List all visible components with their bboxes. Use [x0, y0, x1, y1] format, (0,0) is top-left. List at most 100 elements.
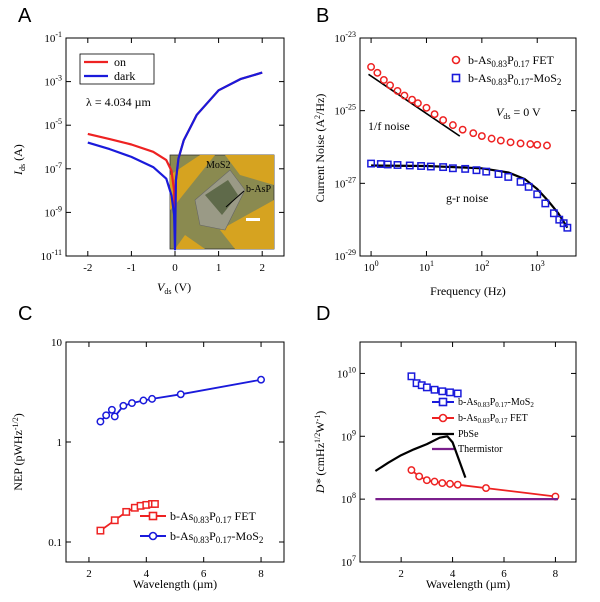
- chart-c: 2 4 6 8 0.1 1 10 Wavelength (µm) NEP (pWHz-1/…: [11, 337, 285, 591]
- fet-noise-point: [422, 103, 431, 112]
- fet-noise-point: [408, 95, 417, 104]
- legend-d-heterojunction-marker: [438, 397, 448, 407]
- heterojunction-nep-point: [110, 412, 119, 421]
- heterojunction-noise-point: [383, 160, 392, 169]
- heterojunction-noise-point: [533, 190, 542, 199]
- fet-detectivity-point: [446, 479, 454, 488]
- chart-c-frame: [65, 341, 285, 563]
- y-tick-label: 10-29: [334, 248, 356, 263]
- heterojunction-detectivity-point: [453, 389, 462, 398]
- heterojunction-noise-point: [472, 166, 481, 175]
- legend-d-heterojunction-label: b-As0.83P0.17-MoS2: [458, 397, 534, 409]
- x-tick-label: 6: [201, 568, 207, 580]
- heterojunction-detectivity-point: [430, 385, 439, 394]
- chart-a-ylabel: Ids (A): [11, 144, 27, 176]
- x-tick-label: 2: [259, 262, 265, 274]
- heterojunction-detectivity-point: [407, 372, 416, 381]
- x-tick-label: 8: [553, 568, 559, 580]
- series-dark-line: [87, 71, 263, 251]
- heterojunction-nep-point: [176, 390, 185, 399]
- chart-c-xlabel: Wavelength (µm): [133, 577, 217, 591]
- chart-a-series: [87, 71, 263, 251]
- heterojunction-noise-point: [563, 223, 572, 232]
- y-tick-label: 10-25: [334, 103, 356, 118]
- inset-scale-bar: [246, 218, 260, 221]
- y-tick-label: 108: [341, 491, 356, 506]
- chart-d-ylabel: D* (cmHz1/2W-1): [313, 411, 327, 495]
- inset-pointer: [225, 190, 245, 208]
- chart-b-xlabel: Frequency (Hz): [430, 284, 506, 298]
- fet-noise-point: [400, 91, 409, 100]
- inset-electrode-bottom-right: [220, 200, 274, 249]
- chart-b-series: [367, 62, 572, 232]
- chart-d-yticks: 107 108 109 1010: [337, 365, 576, 569]
- x-tick-label: -1: [127, 262, 136, 274]
- panel-letter-c: C: [18, 303, 32, 325]
- heterojunction-noise-point: [405, 161, 414, 170]
- panel-letter-a: A: [18, 5, 32, 27]
- gr-fit-line: [371, 164, 569, 229]
- fet-detectivity-point: [482, 484, 490, 493]
- inset-electrode-bottom-left: [175, 235, 205, 249]
- fet-noise-point: [448, 121, 457, 130]
- heterojunction-noise-point: [448, 164, 457, 173]
- heterojunction-noise-point: [426, 162, 435, 171]
- heterojunction-noise-point: [549, 209, 558, 218]
- inset-mos2-flake: [205, 180, 238, 215]
- y-tick-label: 1010: [337, 365, 356, 380]
- heterojunction-nep-point: [257, 375, 266, 384]
- heterojunction-detectivity-point: [438, 387, 447, 396]
- fet-detectivity-point: [407, 466, 416, 475]
- chart-b-yticks: 10-29 10-27 10-25 10-23: [334, 30, 576, 263]
- fet-noise-point: [516, 139, 525, 148]
- device-micrograph-inset: MoS2 b-AsP: [169, 154, 275, 250]
- legend-dark-label: dark: [114, 69, 135, 83]
- heterojunction-noise-point: [504, 172, 513, 181]
- chart-d-xticks: 2 4 6 8: [398, 342, 559, 580]
- panel-letter-d: D: [316, 303, 330, 325]
- inset-label-mos2: MoS2: [206, 160, 230, 171]
- inset-electrode-left: [170, 155, 215, 210]
- fet-noise-point: [458, 125, 467, 134]
- heterojunction-nep-point: [107, 405, 116, 414]
- fet-detectivity-point: [422, 476, 431, 485]
- y-tick-label: 107: [341, 554, 356, 569]
- fet-noise-point: [543, 141, 551, 150]
- heterojunction-noise-point: [417, 162, 426, 170]
- y-tick-label: 10-27: [334, 175, 356, 190]
- fet-nep-point: [150, 500, 159, 508]
- fet-noise-point: [413, 99, 422, 108]
- x-tick-label: 6: [501, 568, 507, 580]
- y-tick-label: 109: [341, 428, 356, 443]
- chart-d-xlabel: Wavelength (µm): [426, 577, 510, 591]
- x-tick-label: 8: [258, 568, 264, 580]
- legend-c-heterojunction-marker: [148, 531, 158, 541]
- x-tick-label: 103: [530, 259, 545, 274]
- chart-d-frame: [359, 341, 577, 563]
- chart-d: 2 4 6 8 107 108 109 1010 Wavelength (µm) D* (c…: [313, 341, 577, 591]
- x-tick-label: -2: [83, 262, 92, 274]
- heterojunction-noise-point: [516, 177, 525, 186]
- panel-letter-b: B: [316, 5, 329, 27]
- legend-d-fet-label: b-As0.83P0.17 FET: [458, 413, 528, 425]
- chart-b-gr-annotation: g-r noise: [446, 191, 488, 205]
- y-tick-label: 10-1: [44, 30, 62, 45]
- one-over-f-guide-line: [368, 73, 461, 137]
- fet-noise-point: [439, 116, 448, 125]
- y-tick-label: 1: [57, 437, 63, 449]
- x-tick-label: 1: [216, 262, 222, 274]
- x-tick-label: 4: [144, 568, 150, 580]
- heterojunction-noise-point: [439, 163, 448, 172]
- fet-noise-point: [506, 138, 515, 147]
- chart-b-ylabel: Current Noise (A2/Hz): [313, 94, 327, 203]
- legend-c-fet-label: b-As0.83P0.17 FET: [170, 509, 257, 525]
- heterojunction-noise-point: [393, 161, 402, 169]
- y-tick-label: 10-11: [41, 248, 62, 263]
- x-tick-label: 2: [86, 568, 92, 580]
- fet-detectivity-point: [430, 477, 439, 486]
- heterojunction-noise-point: [461, 164, 470, 173]
- fet-noise-point: [496, 136, 505, 145]
- legend-on-label: on: [114, 55, 126, 69]
- fet-noise-point: [393, 86, 402, 95]
